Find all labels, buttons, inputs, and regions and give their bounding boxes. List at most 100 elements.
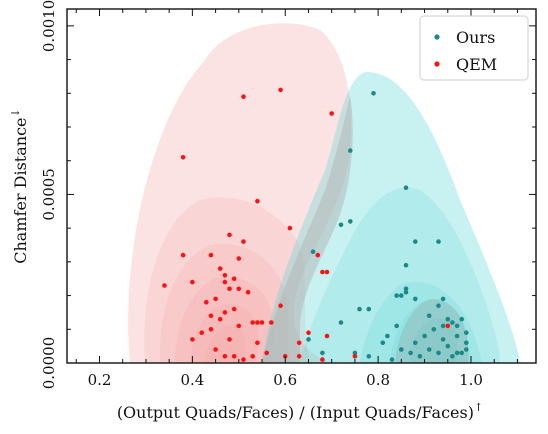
ours-point bbox=[403, 286, 409, 292]
qem-point bbox=[445, 323, 451, 329]
ours-point bbox=[366, 354, 372, 359]
qem-point bbox=[241, 94, 246, 99]
ours-point bbox=[403, 289, 409, 295]
density-contour-ours bbox=[390, 299, 470, 363]
ours-point bbox=[454, 333, 460, 339]
y-axis-label: Chamfer Distance↓ bbox=[9, 108, 30, 263]
density-contour-ours bbox=[410, 318, 458, 363]
ours-point bbox=[306, 337, 311, 342]
x-tick-label: 0.8 bbox=[366, 371, 390, 389]
density-overlap bbox=[395, 299, 469, 363]
y-tick-label: 0.0005 bbox=[40, 168, 58, 221]
ours-point bbox=[464, 347, 469, 352]
qem-point bbox=[213, 296, 218, 302]
density-overlap bbox=[262, 95, 353, 363]
qem-point bbox=[306, 330, 311, 336]
ours-point bbox=[413, 239, 418, 244]
density-contour-qem bbox=[144, 197, 310, 363]
y-tick-label: 0.0000 bbox=[40, 337, 58, 390]
ours-point bbox=[389, 357, 395, 362]
y-tick-labels: 0.0000 0.0005 0.0010 bbox=[40, 0, 58, 389]
qem-point bbox=[296, 354, 302, 359]
qem-point bbox=[204, 300, 209, 305]
qem-point bbox=[329, 111, 335, 116]
ours-point bbox=[464, 330, 469, 336]
qem-point bbox=[278, 87, 283, 93]
ours-point bbox=[380, 340, 386, 346]
legend: Ours QEM bbox=[419, 15, 529, 81]
qem-point bbox=[320, 269, 325, 275]
ours-point bbox=[459, 350, 465, 356]
ours-point bbox=[371, 91, 376, 96]
qem-point bbox=[208, 252, 214, 258]
density-contour-ours bbox=[262, 71, 520, 363]
ours-point bbox=[454, 323, 460, 329]
ours-point bbox=[431, 327, 437, 332]
qem-point bbox=[222, 310, 228, 315]
ours-point bbox=[413, 296, 418, 302]
ours-point bbox=[399, 293, 404, 298]
ours-point bbox=[320, 350, 325, 356]
x-tick-labels: 0.2 0.4 0.6 0.8 1.0 bbox=[88, 371, 483, 389]
qem-point bbox=[190, 279, 195, 285]
ours-point bbox=[440, 323, 446, 329]
qem-point bbox=[208, 313, 214, 319]
ours-point bbox=[338, 320, 344, 325]
density-contour-qem bbox=[175, 276, 274, 363]
qem-point bbox=[245, 289, 251, 295]
legend-label-ours: Ours bbox=[456, 28, 495, 47]
qem-point bbox=[296, 340, 302, 346]
ours-point bbox=[459, 316, 465, 322]
qem-point bbox=[255, 340, 260, 346]
ours-point bbox=[394, 293, 400, 298]
x-tick-label: 0.4 bbox=[180, 371, 204, 389]
ours-point bbox=[450, 354, 455, 359]
ours-point bbox=[450, 320, 455, 325]
y-tick-label: 0.0010 bbox=[40, 0, 58, 52]
qem-point bbox=[250, 320, 255, 325]
qem-point bbox=[259, 320, 265, 325]
density-contour-qem bbox=[128, 23, 352, 363]
density-contour-ours bbox=[360, 281, 482, 363]
ours-point bbox=[436, 303, 441, 309]
qem-point bbox=[222, 279, 228, 285]
ours-point bbox=[352, 350, 358, 356]
plot-frame bbox=[66, 8, 537, 364]
y-axis-down-arrow: ↓ bbox=[9, 108, 22, 117]
qem-point bbox=[227, 232, 232, 238]
density-contours bbox=[128, 23, 520, 363]
qem-point bbox=[287, 225, 293, 231]
qem-point bbox=[190, 337, 195, 342]
ours-point bbox=[348, 148, 353, 153]
qem-point bbox=[231, 354, 237, 359]
ours-point bbox=[422, 333, 427, 339]
qem-point bbox=[255, 320, 260, 325]
qem-point bbox=[236, 286, 242, 292]
ours-point bbox=[426, 347, 432, 352]
ours-point bbox=[440, 337, 446, 342]
qem-point bbox=[213, 347, 218, 352]
qem-point bbox=[324, 333, 330, 339]
ours-point bbox=[394, 323, 400, 329]
ours-point bbox=[464, 340, 469, 346]
qem-point bbox=[180, 155, 186, 160]
ours-point bbox=[426, 313, 432, 319]
density-contour-qem bbox=[205, 325, 247, 363]
ours-point bbox=[417, 354, 423, 359]
ours-point bbox=[399, 347, 404, 352]
x-axis-label-text: (Output Quads/Faces) / (Input Quads/Face… bbox=[117, 403, 474, 422]
qem-point bbox=[324, 269, 330, 275]
ours-point bbox=[385, 333, 390, 339]
qem-point bbox=[250, 354, 255, 359]
density-contour-qem bbox=[190, 303, 259, 363]
legend-label-qem: QEM bbox=[456, 55, 497, 74]
qem-point bbox=[320, 357, 325, 362]
qem-point bbox=[241, 239, 246, 244]
qem-point bbox=[278, 303, 283, 309]
x-tick-label: 0.6 bbox=[273, 371, 297, 389]
ours-point bbox=[436, 350, 441, 356]
y-axis-label-text: Chamfer Distance bbox=[11, 117, 30, 263]
x-tick-label: 0.2 bbox=[88, 371, 112, 389]
ours-point bbox=[440, 296, 446, 302]
